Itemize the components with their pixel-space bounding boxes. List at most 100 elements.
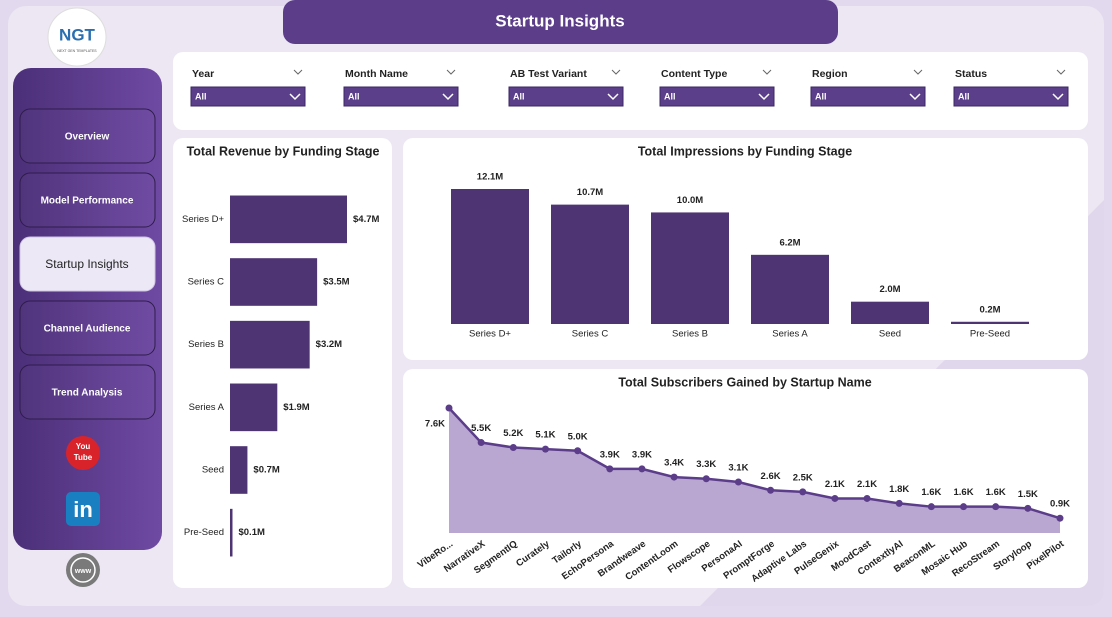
point xyxy=(895,499,903,507)
point xyxy=(1024,504,1032,512)
filter-label: Year xyxy=(192,68,214,80)
point xyxy=(992,503,1000,511)
line xyxy=(448,407,1061,520)
nav-button[interactable] xyxy=(19,108,156,164)
filter-value: All xyxy=(513,91,525,101)
linkedin-text: in xyxy=(73,497,93,522)
filter-chevron xyxy=(758,93,770,101)
linkedin-icon[interactable] xyxy=(66,492,100,526)
web-text: www xyxy=(74,568,92,575)
category-label: Series C xyxy=(572,329,609,340)
point xyxy=(1056,514,1064,522)
chart-title: Total Revenue by Funding Stage xyxy=(187,144,380,158)
bar xyxy=(751,254,829,324)
point xyxy=(509,443,517,451)
area xyxy=(449,408,1060,533)
category-label: Seed xyxy=(879,329,901,340)
point xyxy=(541,445,549,453)
filter-chevron xyxy=(1052,93,1064,101)
filter-chevron xyxy=(442,93,454,101)
point xyxy=(863,494,871,502)
value-label: 6.2M xyxy=(779,237,800,248)
point xyxy=(638,465,646,473)
value-label: 2.6K xyxy=(761,471,781,482)
value-label: 2.1K xyxy=(857,479,877,490)
value-label: 2.5K xyxy=(793,472,813,483)
filter-dropdown[interactable] xyxy=(659,86,775,107)
category-label: Series B xyxy=(188,339,224,350)
bar xyxy=(230,446,248,494)
filter-label: Content Type xyxy=(661,68,727,80)
filter-value: All xyxy=(348,91,360,101)
logo-subtext: NEXT GEN TEMPLATES xyxy=(57,49,97,53)
category-label: Series D+ xyxy=(469,329,511,340)
chart-title: Total Subscribers Gained by Startup Name xyxy=(618,375,871,389)
filter-panel xyxy=(173,52,1088,130)
filter-chevron xyxy=(762,69,772,75)
category-label: Pre-Seed xyxy=(970,329,1010,340)
nav-button[interactable] xyxy=(19,172,156,228)
nav-button[interactable] xyxy=(19,236,156,292)
nav-label: Channel Audience xyxy=(44,324,131,335)
value-label: 2.1K xyxy=(825,479,845,490)
filter-dropdown[interactable] xyxy=(810,86,926,107)
filter-chevron xyxy=(909,93,921,101)
value-label: $3.2M xyxy=(316,339,342,350)
point xyxy=(574,447,582,455)
value-label: $0.1M xyxy=(238,527,264,538)
value-label: 1.6K xyxy=(921,487,941,498)
value-label: 0.9K xyxy=(1050,499,1070,510)
filter-label: Region xyxy=(812,68,848,80)
nav-label: Startup Insights xyxy=(45,257,128,271)
value-label: 0.2M xyxy=(979,304,1000,315)
logo-text: NGT xyxy=(59,25,96,44)
bar xyxy=(551,204,629,324)
value-label: 3.3K xyxy=(696,459,716,470)
nav-label: Overview xyxy=(65,132,110,143)
value-label: 3.9K xyxy=(600,449,620,460)
value-label: $1.9M xyxy=(283,402,309,413)
filter-value: All xyxy=(958,91,970,101)
value-label: $0.7M xyxy=(253,465,279,476)
nav-button[interactable] xyxy=(19,364,156,420)
nav-label: Model Performance xyxy=(41,196,134,207)
point xyxy=(927,503,935,511)
filter-dropdown[interactable] xyxy=(343,86,459,107)
value-label: 1.5K xyxy=(1018,489,1038,500)
title-tab xyxy=(283,0,838,44)
nav-button[interactable] xyxy=(19,300,156,356)
filter-label: Status xyxy=(955,68,987,80)
value-label: 5.0K xyxy=(568,431,588,442)
value-label: 10.7M xyxy=(577,187,603,198)
filter-dropdown[interactable] xyxy=(953,86,1069,107)
filter-dropdown[interactable] xyxy=(508,86,624,107)
bar xyxy=(230,195,347,244)
bar xyxy=(451,189,529,324)
category-label: Pre-Seed xyxy=(184,527,224,538)
value-label: 3.1K xyxy=(728,463,748,474)
filter-chevron xyxy=(446,69,456,75)
point xyxy=(670,473,678,481)
filter-chevron xyxy=(913,69,923,75)
bar xyxy=(230,258,318,306)
category-label: Series B xyxy=(672,329,708,340)
filter-value: All xyxy=(195,91,207,101)
filter-label: Month Name xyxy=(345,68,408,80)
value-label: 3.9K xyxy=(632,449,652,460)
filter-value: All xyxy=(664,91,676,101)
value-label: 2.0M xyxy=(879,284,900,295)
value-label: 1.8K xyxy=(889,484,909,495)
bar xyxy=(651,212,729,324)
bar xyxy=(230,320,310,369)
value-label: 7.6K xyxy=(425,419,445,430)
youtube-icon[interactable] xyxy=(66,436,100,470)
bar xyxy=(851,301,929,324)
filter-dropdown[interactable] xyxy=(190,86,306,107)
youtube-text: You xyxy=(76,442,91,451)
nav-label: Trend Analysis xyxy=(52,388,123,399)
value-label: $4.7M xyxy=(353,214,379,225)
bar xyxy=(951,321,1029,324)
youtube-text: Tube xyxy=(74,453,93,462)
category-label: Series A xyxy=(772,329,808,340)
value-label: 3.4K xyxy=(664,458,684,469)
